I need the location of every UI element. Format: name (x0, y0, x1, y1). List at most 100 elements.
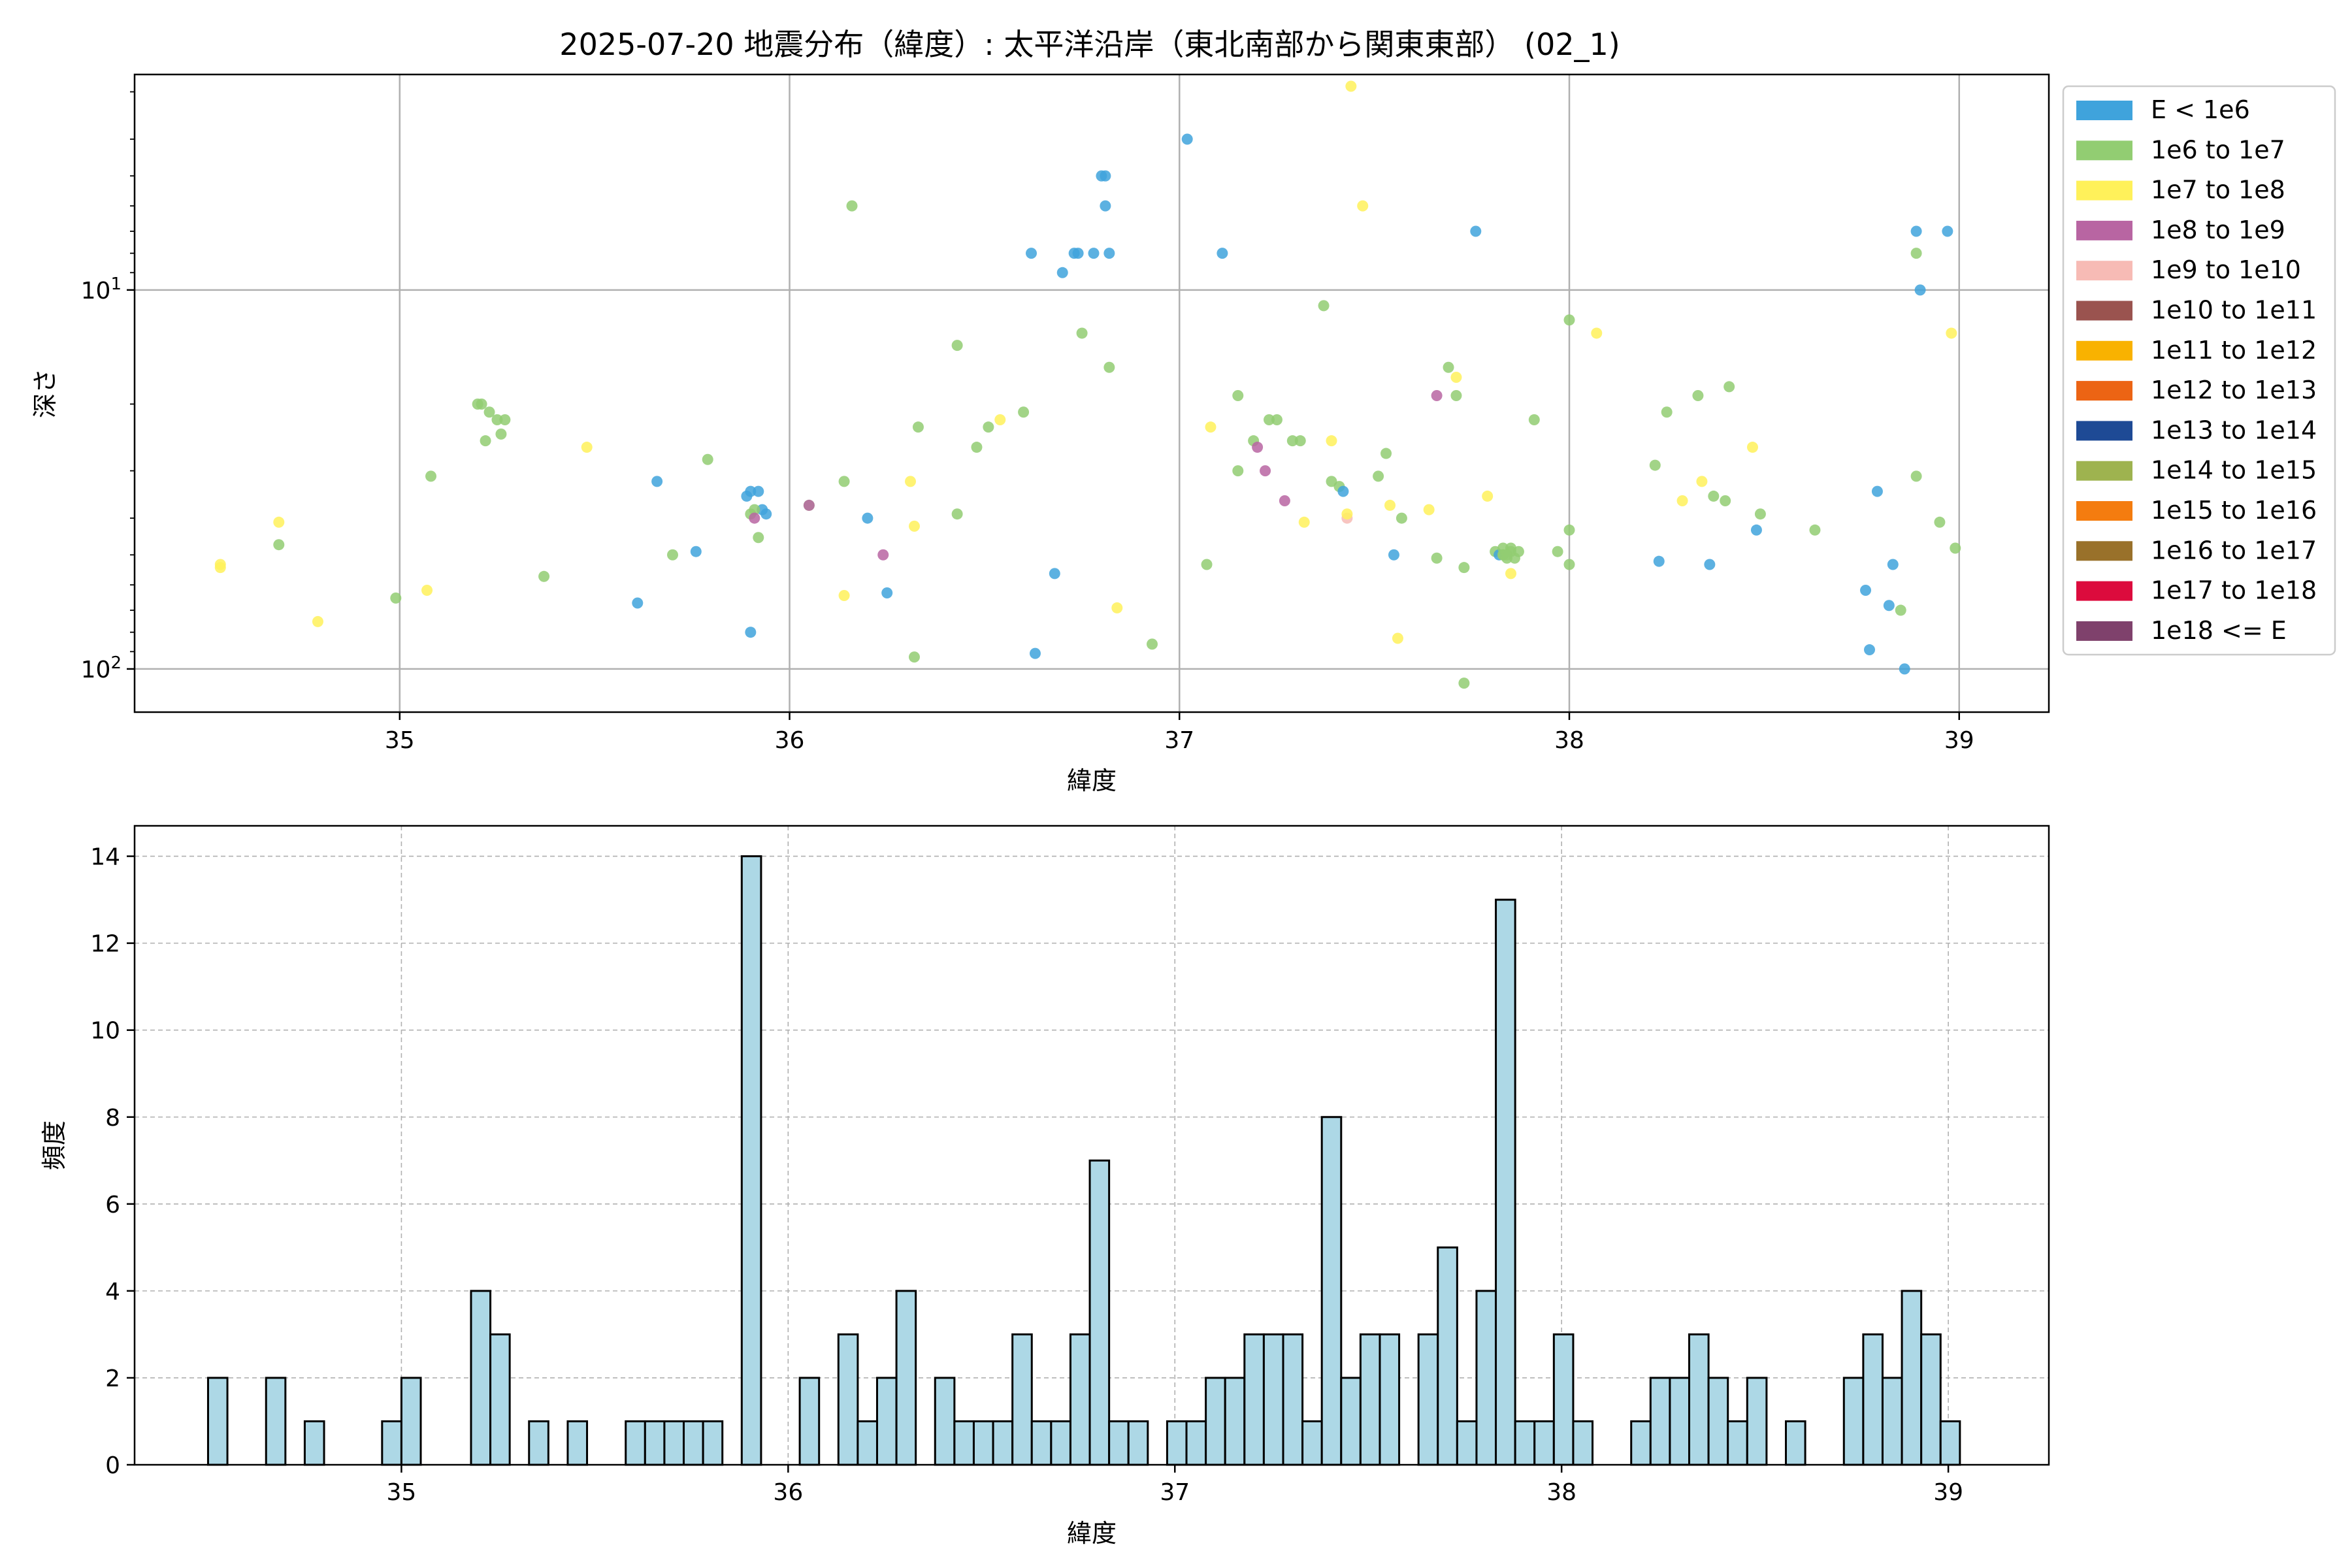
scatter-point (1271, 414, 1282, 425)
scatter-point (1232, 465, 1244, 477)
legend-swatch (2076, 621, 2132, 641)
scatter-point (846, 200, 858, 212)
scatter-point (1103, 361, 1115, 373)
legend-swatch (2076, 501, 2132, 521)
histogram-bar (1669, 1377, 1691, 1466)
scatter-point (1676, 495, 1688, 507)
scatter-point (312, 615, 323, 627)
scatter-point (1895, 604, 1906, 616)
histogram-bars (206, 855, 1961, 1466)
scatter-point (1072, 248, 1084, 259)
histogram-bar (1185, 1420, 1207, 1466)
scatter-point (1563, 524, 1575, 536)
scatter-x-ticks: 35 36 37 38 39 (385, 712, 1974, 754)
scatter-point (1146, 638, 1158, 650)
histogram-bar (875, 1377, 898, 1466)
histogram-bar (702, 1420, 724, 1466)
chart-title: 2025-07-20 地震分布（緯度）: 太平洋沿岸（東北南部から関東東部） (… (559, 27, 1620, 62)
histogram-bar (1475, 1290, 1497, 1466)
scatter-point (1746, 442, 1758, 453)
scatter-point (1357, 200, 1369, 212)
scatter-point (1056, 267, 1068, 278)
scatter-point (651, 476, 663, 487)
scatter-point (1396, 512, 1407, 524)
histogram-bar (1784, 1420, 1806, 1466)
histogram-bar (1011, 1333, 1033, 1466)
legend-label: E < 1e6 (2151, 95, 2250, 124)
legend-swatch (2076, 180, 2132, 201)
histogram-bar (1050, 1420, 1071, 1466)
histogram-bar (1088, 1159, 1111, 1466)
histogram-y-tick-label: 10 (90, 1018, 120, 1045)
scatter-point (1934, 516, 1946, 528)
scatter-point (1950, 542, 1961, 554)
scatter-point (1205, 421, 1217, 433)
legend-swatch (2076, 581, 2132, 601)
scatter-point (1260, 465, 1271, 477)
histogram-bar (1340, 1377, 1362, 1466)
histogram-bar (934, 1377, 956, 1466)
scatter-point (803, 499, 815, 511)
scatter-point (1337, 485, 1349, 497)
histogram-bar (1862, 1333, 1884, 1466)
histogram-bar (303, 1420, 325, 1466)
legend-label: 1e13 to 1e14 (2151, 416, 2317, 444)
scatter-point (1029, 647, 1041, 659)
scatter-point (421, 584, 433, 596)
scatter-point (1505, 568, 1516, 580)
scatter-x-tick-label: 35 (385, 727, 415, 754)
scatter-point (881, 587, 893, 599)
histogram-x-tick-label: 35 (387, 1479, 417, 1506)
scatter-point (495, 428, 507, 440)
scatter-point (1910, 225, 1922, 237)
scatter-point (690, 546, 702, 557)
scatter-point (480, 435, 491, 447)
scatter-point (214, 559, 226, 570)
scatter-x-tick-label: 36 (775, 727, 805, 754)
scatter-point (1653, 555, 1665, 567)
histogram-bar (400, 1377, 422, 1466)
scatter-point (1750, 524, 1762, 536)
scatter-point (1883, 600, 1895, 612)
scatter-point (753, 485, 764, 497)
histogram-x-tick-label: 37 (1160, 1479, 1190, 1506)
scatter-point (1088, 248, 1100, 259)
histogram-x-tick-label: 39 (1933, 1479, 1963, 1506)
scatter-point (1294, 435, 1306, 447)
histogram-bar (1456, 1420, 1478, 1466)
scatter-point (951, 340, 963, 351)
histogram-bar (1649, 1377, 1671, 1466)
scatter-point (1100, 170, 1111, 182)
legend-label: 1e6 to 1e7 (2151, 135, 2285, 164)
histogram-bar (381, 1420, 402, 1466)
scatter-point (1217, 248, 1228, 259)
scatter-point (1201, 559, 1213, 570)
histogram-y-tick-label: 14 (90, 844, 120, 871)
histogram-bar (1301, 1420, 1323, 1466)
scatter-x-tick-label: 38 (1554, 727, 1584, 754)
histogram-y-tick-label: 4 (105, 1279, 120, 1305)
histogram-bar (1552, 1333, 1575, 1466)
scatter-y-label: 深さ (31, 368, 59, 418)
scatter-point (1076, 327, 1088, 339)
scatter-point (1946, 327, 1957, 339)
scatter-point (838, 476, 850, 487)
legend-label: 1e15 to 1e16 (2151, 496, 2317, 525)
scatter-point (1720, 495, 1731, 507)
histogram-bar (1243, 1333, 1265, 1466)
scatter-point (491, 414, 503, 425)
histogram-bar (837, 1333, 859, 1466)
scatter-point (1264, 414, 1275, 425)
histogram-bar (625, 1420, 646, 1466)
scatter-point (1341, 508, 1353, 520)
legend-swatch (2076, 421, 2132, 441)
scatter-point (667, 549, 679, 561)
scatter-point (1754, 508, 1766, 520)
legend-label: 1e10 to 1e11 (2151, 296, 2317, 325)
histogram-x-label: 緯度 (1067, 1519, 1117, 1548)
scatter-point (1528, 414, 1540, 425)
histogram-bar (265, 1377, 287, 1466)
histogram-bar (1881, 1377, 1903, 1466)
histogram-bar (1282, 1333, 1304, 1466)
